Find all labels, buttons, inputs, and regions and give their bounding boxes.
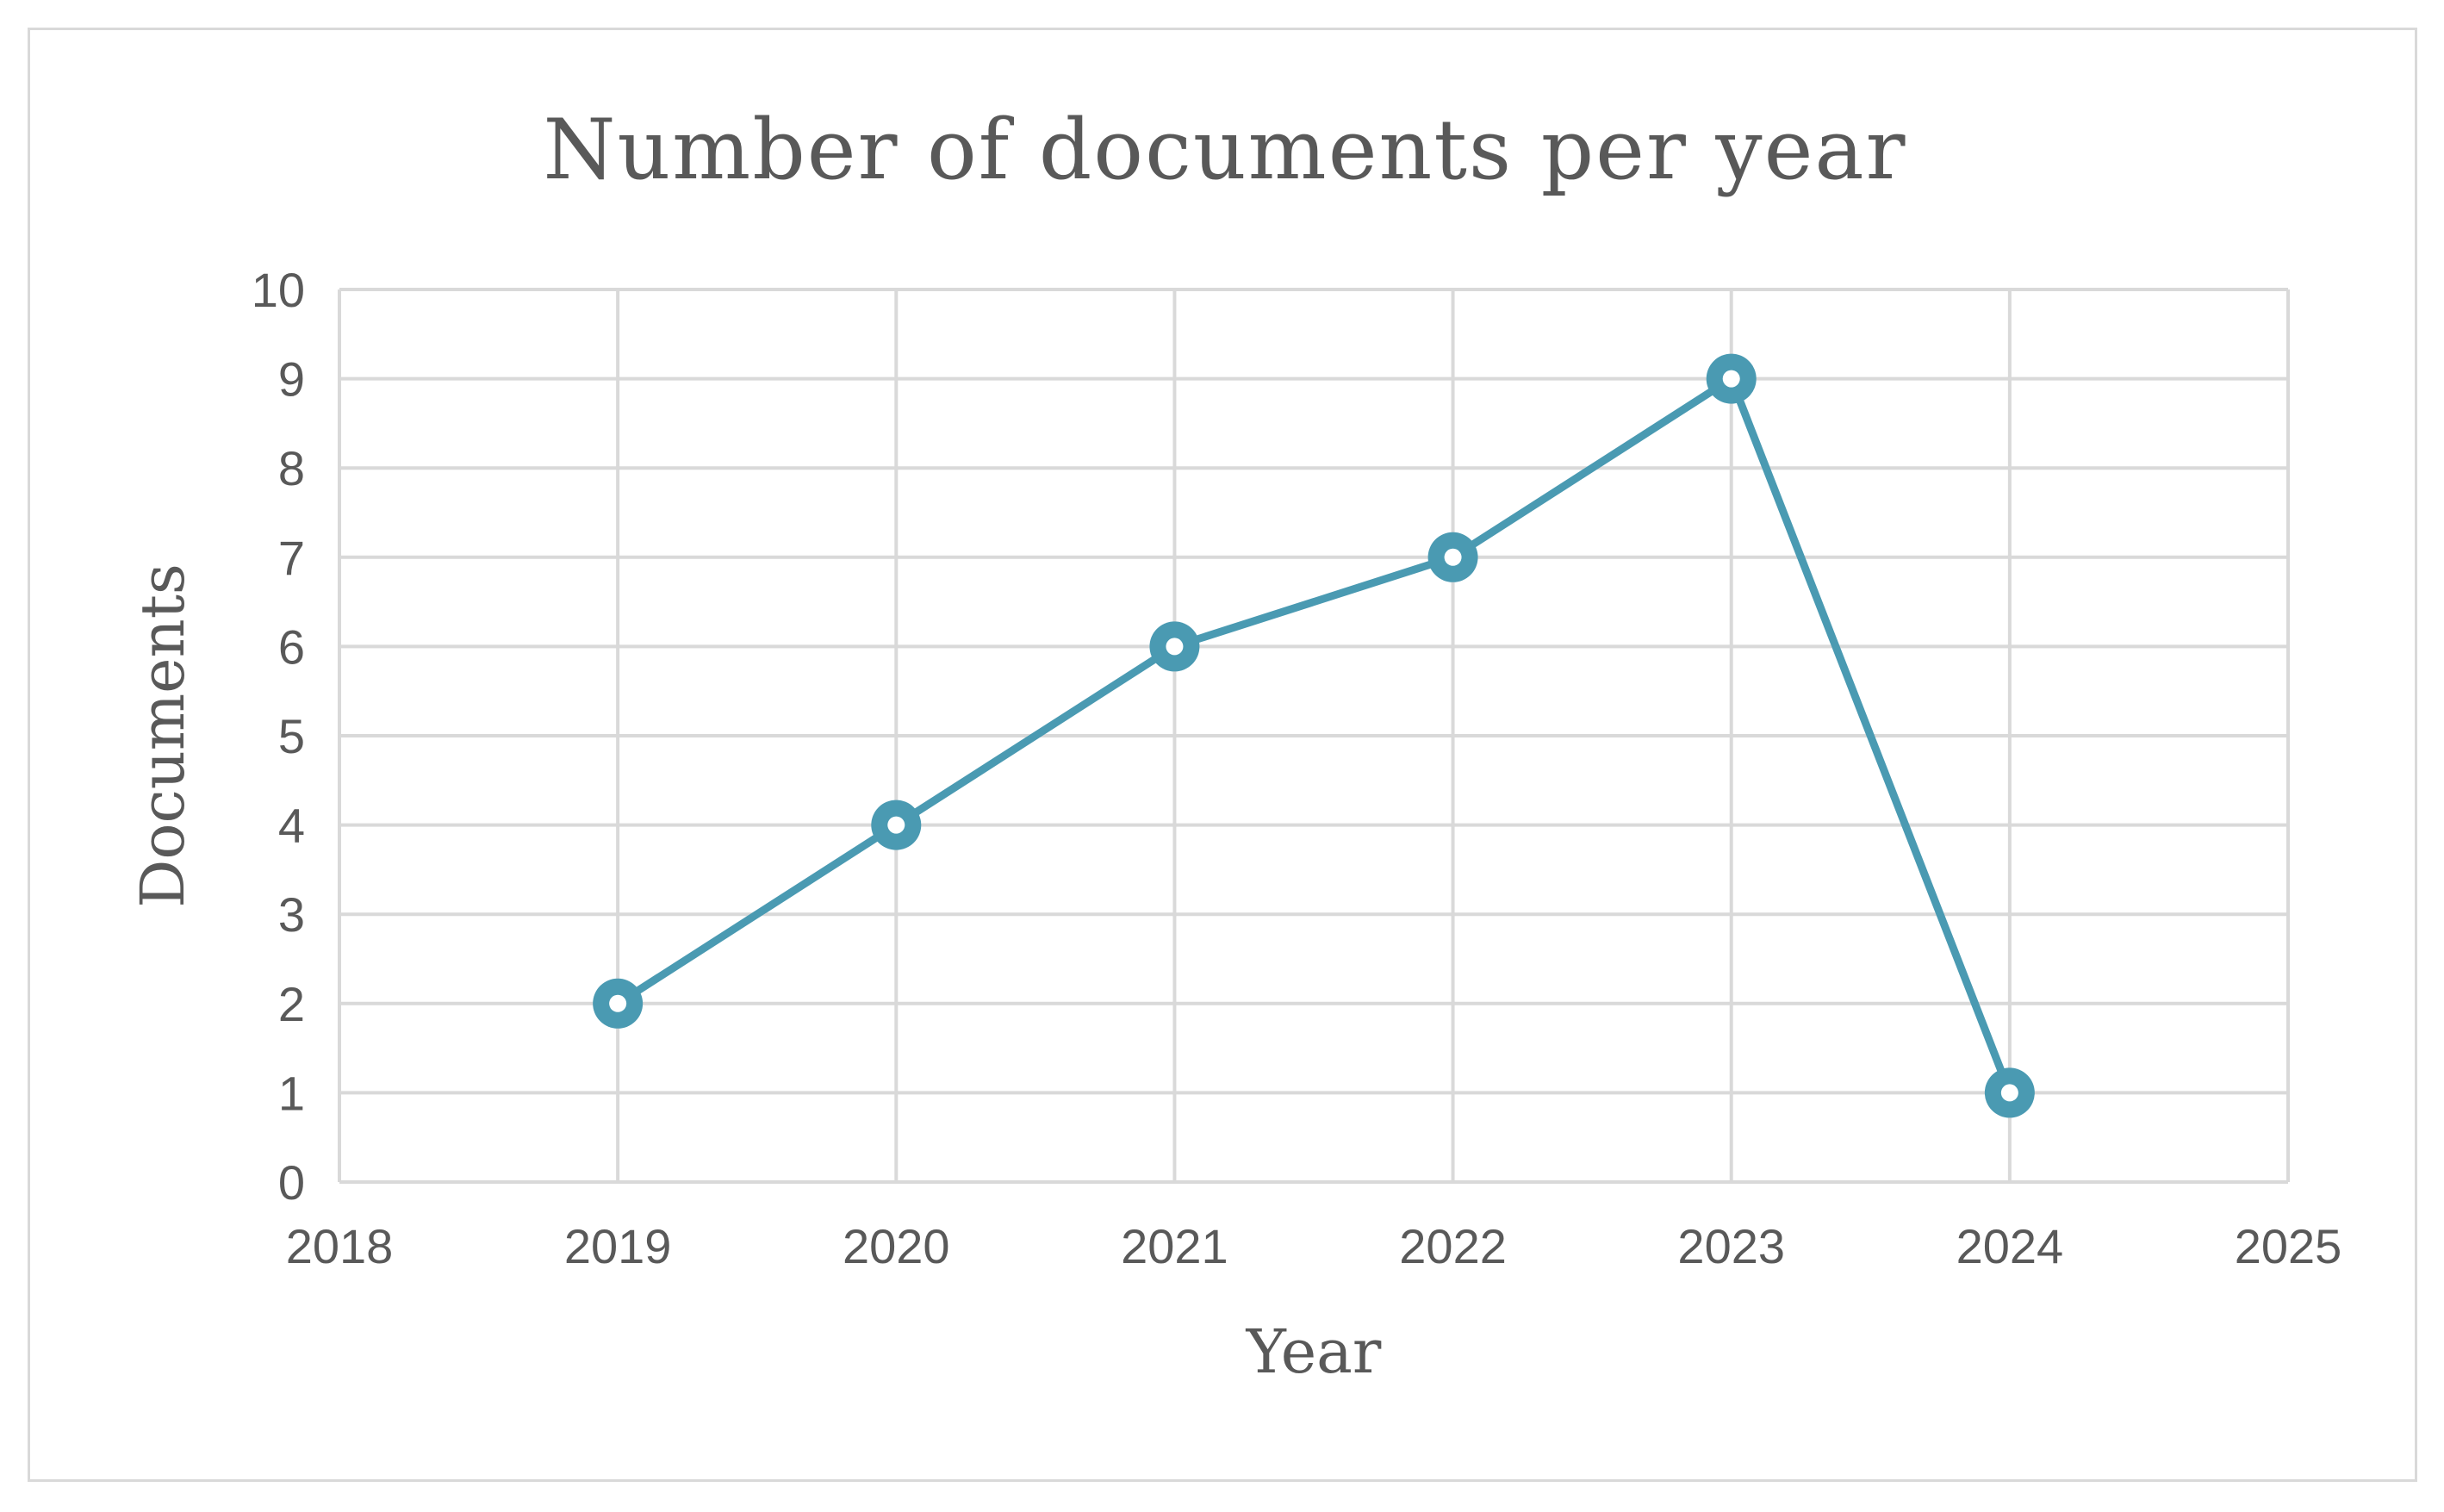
x-tick-label: 2024 <box>1956 1219 2064 1273</box>
line-chart: Number of documents per year 0 1 2 3 4 5 6 7 8 9 1… <box>127 102 2342 1387</box>
x-axis-title: Year <box>1246 1316 1382 1387</box>
data-point-center <box>1444 548 1462 566</box>
chart-title: Number of documents per year <box>543 102 1906 198</box>
data-point-marker <box>871 800 922 850</box>
y-tick-label: 3 <box>278 887 305 942</box>
chart-frame: Number of documents per year 0 1 2 3 4 5 6 7 8 9 1… <box>28 28 2417 1482</box>
y-tick-label: 4 <box>278 799 305 853</box>
data-point-center <box>1722 370 1740 388</box>
y-tick-label: 6 <box>278 619 305 674</box>
y-tick-label: 7 <box>278 531 305 585</box>
y-axis-ticks: 0 1 2 3 4 5 6 7 8 9 10 <box>252 263 305 1210</box>
data-point-marker <box>1427 532 1478 582</box>
x-tick-label: 2023 <box>1677 1219 1785 1273</box>
y-tick-label: 5 <box>278 709 305 763</box>
data-point-marker <box>593 978 644 1029</box>
y-tick-label: 2 <box>278 977 305 1031</box>
y-tick-label: 8 <box>278 441 305 495</box>
data-point-marker <box>1984 1067 2035 1118</box>
x-tick-label: 2025 <box>2235 1219 2342 1273</box>
x-tick-label: 2019 <box>564 1219 672 1273</box>
data-point-center <box>887 816 905 834</box>
data-point-center <box>1166 638 1184 656</box>
y-axis-title: Documents <box>127 563 198 908</box>
data-point-marker <box>1149 621 1200 672</box>
y-tick-label: 9 <box>278 352 305 407</box>
x-tick-label: 2018 <box>286 1219 394 1273</box>
grid <box>338 288 2290 1184</box>
x-axis-ticks: 2018 2019 2020 2021 2022 2023 2024 2025 <box>286 1219 2342 1273</box>
y-tick-label: 1 <box>278 1066 305 1120</box>
x-tick-label: 2020 <box>843 1219 950 1273</box>
x-tick-label: 2022 <box>1399 1219 1507 1273</box>
data-point-center <box>609 994 627 1012</box>
data-point-center <box>2000 1084 2018 1102</box>
y-tick-label: 0 <box>278 1155 305 1210</box>
x-tick-label: 2021 <box>1121 1219 1228 1273</box>
series <box>593 353 2035 1118</box>
series-line <box>613 375 2014 1097</box>
y-tick-label: 10 <box>252 263 305 317</box>
data-point-marker <box>1706 353 1757 404</box>
